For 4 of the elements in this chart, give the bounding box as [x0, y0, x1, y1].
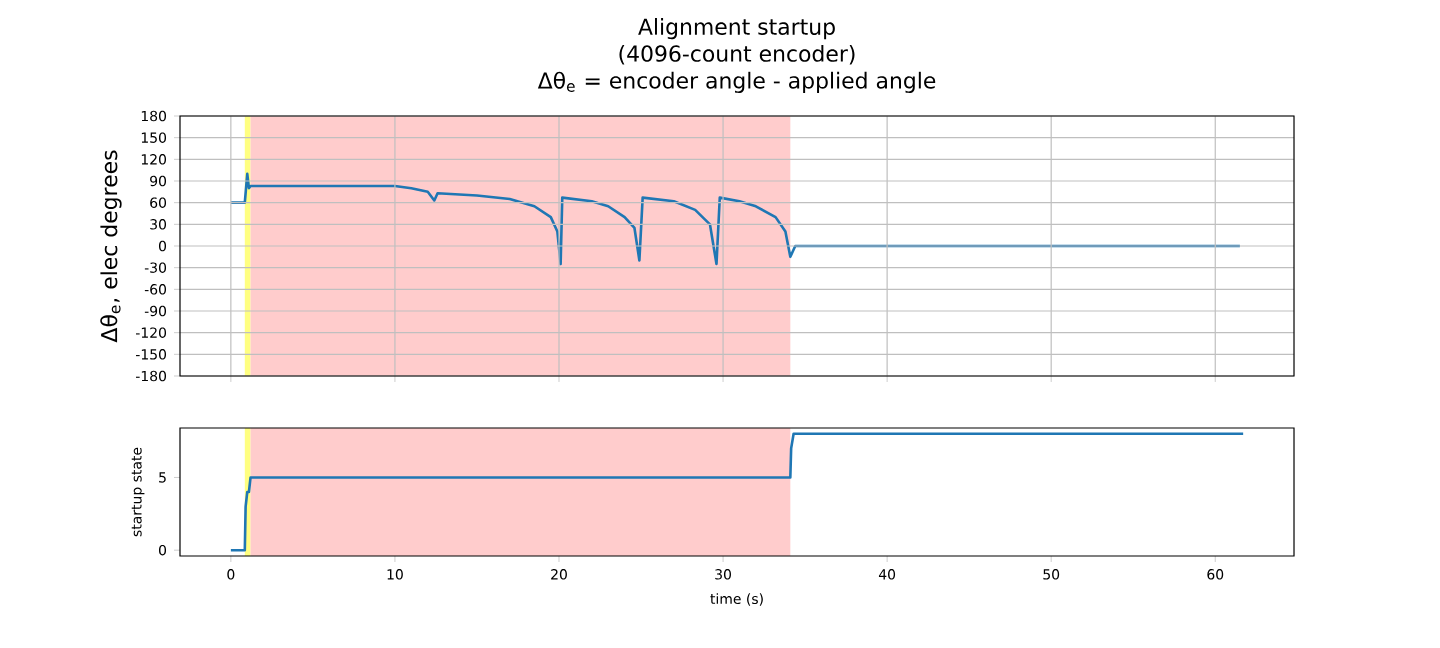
y-axis-title: Δθ$_{e}$, elec degrees [100, 150, 122, 343]
chart-subtitle: (4096-count encoder) [619, 44, 855, 65]
chart-title: Alignment startup [638, 17, 835, 40]
text: Δθ$_{e}$ = encoder angle - applied angle [537, 71, 936, 94]
